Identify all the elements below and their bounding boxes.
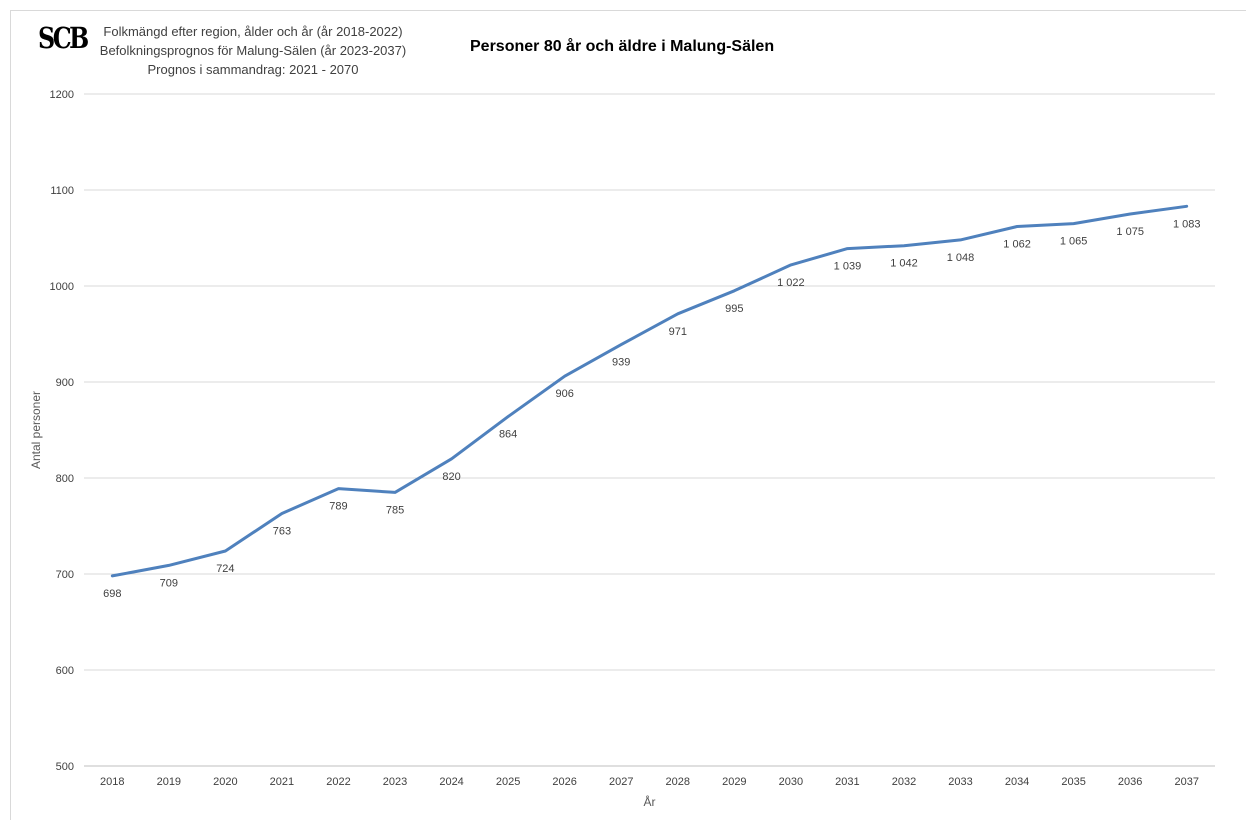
data-label: 1 048 [947,252,975,264]
data-labels: 698 709 724 763 789 785 820 864 906 939 971 995 1 02… [103,218,1200,600]
source-line-3: Prognos i sammandrag: 2021 - 2070 [147,62,359,77]
x-tick-label: 2029 [722,776,746,788]
data-label: 1 065 [1060,236,1088,248]
data-label: 820 [442,471,460,483]
series-line [110,204,1189,578]
data-label: 1 022 [777,277,805,289]
x-tick-label: 2026 [552,776,576,788]
x-tick-label: 2028 [666,776,690,788]
x-tick-label: 2021 [270,776,294,788]
data-label: 906 [555,388,573,400]
x-axis-ticks: 2018 2019 2020 2021 2022 2023 2024 2025 2026 2027… [100,776,1199,788]
chart-frame [10,10,1246,820]
x-tick-label: 2027 [609,776,633,788]
source-line-1: Folkmängd efter region, ålder och år (år… [103,24,403,39]
y-axis-ticks: 500 600 700 800 900 1000 1100 1200 [50,89,74,773]
data-label: 971 [669,326,687,338]
y-tick-label: 700 [56,569,74,581]
y-tick-label: 900 [56,377,74,389]
x-tick-label: 2025 [496,776,520,788]
data-label: 995 [725,303,743,315]
x-tick-label: 2035 [1061,776,1085,788]
data-label: 724 [216,563,234,575]
data-label: 698 [103,588,121,600]
y-tick-label: 600 [56,665,74,677]
x-axis-title: År [644,794,656,809]
y-axis-title: Antal personer [29,391,43,469]
y-tick-label: 1000 [50,281,74,293]
y-tick-label: 1200 [50,89,74,101]
x-tick-label: 2018 [100,776,124,788]
data-label: 1 042 [890,258,918,270]
y-tick-label: 800 [56,473,74,485]
gridlines [84,93,1215,767]
x-tick-label: 2033 [948,776,972,788]
data-label: 864 [499,429,517,441]
y-tick-label: 1100 [50,185,74,197]
data-label: 763 [273,526,291,538]
data-label: 1 083 [1173,218,1201,230]
data-label: 1 039 [834,261,862,273]
data-label: 1 075 [1116,226,1144,238]
x-tick-label: 2032 [892,776,916,788]
y-tick-label: 500 [56,761,74,773]
data-label: 709 [160,577,178,589]
data-label: 1 062 [1003,238,1031,250]
source-text: Folkmängd efter region, ålder och år (år… [84,22,422,79]
x-tick-label: 2037 [1174,776,1198,788]
x-tick-label: 2024 [439,776,463,788]
data-label: 939 [612,357,630,369]
x-tick-label: 2023 [383,776,407,788]
chart-title: Personer 80 år och äldre i Malung-Sälen [470,38,775,55]
x-tick-label: 2034 [1005,776,1029,788]
x-tick-label: 2030 [779,776,803,788]
source-line-2: Befolkningsprognos för Malung-Sälen (år … [99,43,407,58]
scb-logo: SCB [38,21,89,55]
data-label: 785 [386,504,404,516]
data-label: 789 [329,501,347,513]
x-tick-label: 2019 [157,776,181,788]
series-line-group [110,204,1189,578]
x-tick-label: 2020 [213,776,237,788]
x-tick-label: 2022 [326,776,350,788]
x-tick-label: 2036 [1118,776,1142,788]
x-tick-label: 2031 [835,776,859,788]
